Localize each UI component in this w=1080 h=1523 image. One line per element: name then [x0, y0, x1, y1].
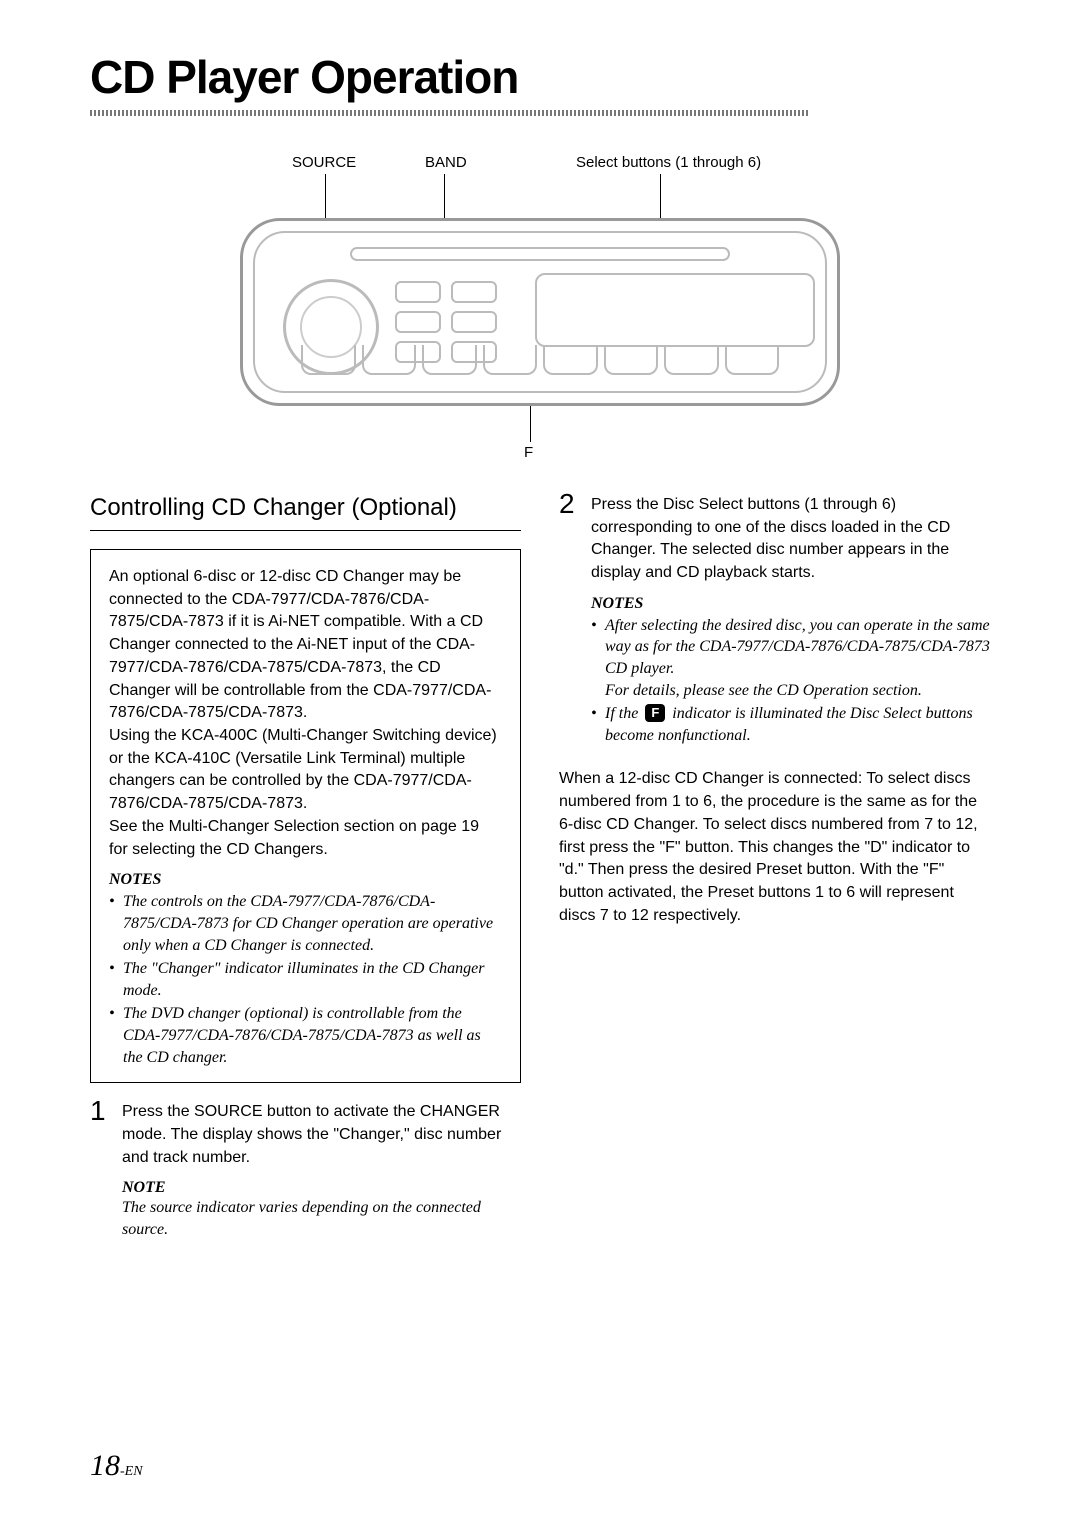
page-title: CD Player Operation — [90, 50, 990, 104]
note-text-pre: If the — [605, 705, 642, 722]
diagram-label-source: SOURCE — [292, 154, 356, 171]
section-heading: Controlling CD Changer (Optional) — [90, 494, 521, 531]
notes-list: The controls on the CDA-7977/CDA-7876/CD… — [109, 891, 502, 1068]
notes-list: After selecting the desired disc, you ca… — [591, 615, 990, 747]
title-underline — [90, 110, 808, 116]
notes-heading: NOTES — [591, 595, 990, 613]
note-item: The "Changer" indicator illuminates in t… — [109, 958, 502, 1001]
intro-paragraph: Using the KCA-400C (Multi-Changer Switch… — [109, 725, 502, 816]
intro-paragraph: See the Multi-Changer Selection section … — [109, 816, 502, 861]
note-item: The controls on the CDA-7977/CDA-7876/CD… — [109, 891, 502, 956]
note-item: The DVD changer (optional) is controllab… — [109, 1003, 502, 1068]
content-columns: Controlling CD Changer (Optional) An opt… — [90, 494, 990, 1254]
head-unit-illustration — [240, 218, 840, 406]
step-number: 2 — [559, 488, 575, 520]
note-text: The source indicator varies depending on… — [122, 1197, 521, 1240]
diagram-label-f: F — [524, 444, 533, 461]
diagram-label-band: BAND — [425, 154, 467, 171]
intro-paragraph: An optional 6-disc or 12-disc CD Changer… — [109, 566, 502, 725]
step-1: 1 Press the SOURCE button to activate th… — [90, 1101, 521, 1240]
page-number-suffix: -EN — [120, 1464, 143, 1479]
f-indicator-icon: F — [645, 704, 665, 722]
step-text: Press the SOURCE button to activate the … — [122, 1101, 521, 1169]
intro-box: An optional 6-disc or 12-disc CD Changer… — [90, 549, 521, 1083]
leader-line — [530, 402, 531, 442]
step-2: 2 Press the Disc Select buttons (1 throu… — [559, 494, 990, 746]
note-text: For details, please see the CD Operation… — [605, 682, 922, 699]
left-column: Controlling CD Changer (Optional) An opt… — [90, 494, 521, 1254]
note-heading: NOTE — [122, 1179, 521, 1197]
twelve-disc-paragraph: When a 12-disc CD Changer is connected: … — [559, 768, 990, 927]
step-number: 1 — [90, 1095, 106, 1127]
right-column: 2 Press the Disc Select buttons (1 throu… — [559, 494, 990, 927]
diagram-label-select: Select buttons (1 through 6) — [576, 154, 761, 171]
device-diagram: SOURCE BAND Select buttons (1 through 6)… — [180, 154, 900, 464]
notes-heading: NOTES — [109, 871, 502, 889]
step-text: Press the Disc Select buttons (1 through… — [591, 494, 990, 585]
note-item: After selecting the desired disc, you ca… — [591, 615, 990, 701]
note-text: After selecting the desired disc, you ca… — [605, 617, 990, 677]
page-number-value: 18 — [90, 1449, 120, 1482]
page-number: 18-EN — [90, 1449, 143, 1483]
note-item: If the F indicator is illuminated the Di… — [591, 703, 990, 746]
